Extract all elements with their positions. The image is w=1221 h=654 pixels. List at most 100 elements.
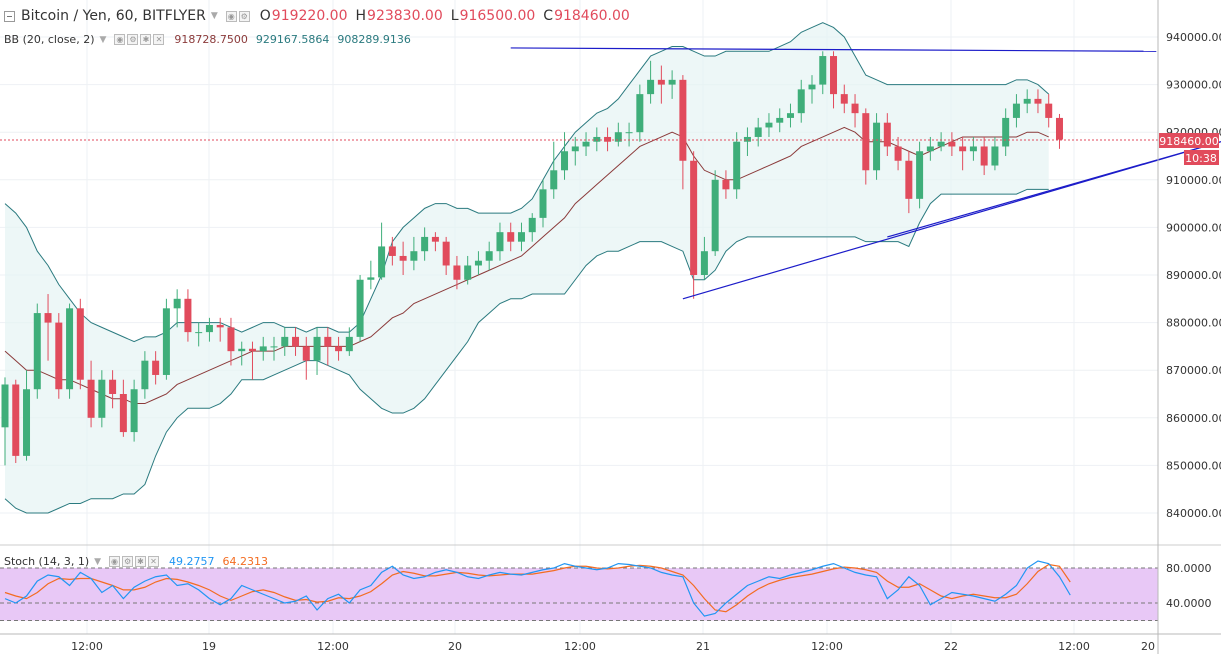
candle[interactable] <box>636 84 644 142</box>
candle[interactable] <box>808 75 816 104</box>
candle[interactable] <box>23 370 31 461</box>
candle[interactable] <box>119 379 127 437</box>
candle[interactable] <box>152 351 160 385</box>
chevron-down-icon[interactable]: ▼ <box>99 34 107 45</box>
eye-icon[interactable]: ◉ <box>114 34 126 45</box>
chevron-down-icon[interactable]: ▼ <box>94 556 102 567</box>
candle[interactable] <box>647 60 655 104</box>
candle[interactable] <box>292 327 300 356</box>
candle[interactable] <box>862 108 870 185</box>
candle[interactable] <box>873 113 881 180</box>
gear-icon[interactable]: ⚙ <box>238 10 250 22</box>
stochastic-pane[interactable] <box>0 560 1158 621</box>
candle[interactable] <box>421 227 429 261</box>
close-icon[interactable]: ✕ <box>153 34 165 45</box>
candle[interactable] <box>1023 89 1031 114</box>
candle[interactable] <box>399 241 407 275</box>
eye-icon[interactable]: ◉ <box>225 10 237 22</box>
candle[interactable] <box>98 370 106 428</box>
candle[interactable] <box>991 136 999 171</box>
candle[interactable] <box>162 298 170 380</box>
candle[interactable] <box>840 84 848 114</box>
candle[interactable] <box>259 336 267 361</box>
candle[interactable] <box>797 79 805 123</box>
candle[interactable] <box>33 303 41 399</box>
candle[interactable] <box>711 170 719 256</box>
collapse-icon[interactable] <box>4 10 15 22</box>
candle[interactable] <box>216 317 224 342</box>
time-axis[interactable]: 12:00 19 12:00 20 12:00 21 12:00 22 12:00 20 <box>71 640 1155 653</box>
bb-label[interactable]: BB (20, close, 2) <box>4 33 95 46</box>
candle[interactable] <box>830 51 838 109</box>
gear-icon[interactable]: ⚙ <box>127 34 139 45</box>
candle[interactable] <box>668 70 676 99</box>
gear-icon[interactable]: ⚙ <box>122 556 134 567</box>
candle[interactable] <box>625 122 633 147</box>
candle[interactable] <box>980 136 988 176</box>
candle[interactable] <box>184 289 192 342</box>
candle[interactable] <box>281 327 289 356</box>
price-axis[interactable]: 940000.00930000.00920000.00910000.009000… <box>1166 31 1221 520</box>
trend-line[interactable] <box>510 47 1157 52</box>
candle[interactable] <box>539 179 547 228</box>
candle[interactable] <box>733 132 741 199</box>
eye-icon[interactable]: ◉ <box>109 556 121 567</box>
candle[interactable] <box>173 289 181 328</box>
candle[interactable] <box>593 127 601 152</box>
candle[interactable] <box>582 132 590 156</box>
candle[interactable] <box>313 327 321 375</box>
candle[interactable] <box>130 379 138 442</box>
stoch-axis[interactable]: 80.0000 40.0000 <box>1166 562 1212 610</box>
candle[interactable] <box>464 255 472 285</box>
candle[interactable] <box>786 103 794 128</box>
candle[interactable] <box>1012 94 1020 128</box>
candle[interactable] <box>916 141 924 209</box>
candle[interactable] <box>66 303 74 399</box>
candle[interactable] <box>894 136 902 171</box>
candle[interactable] <box>453 255 461 290</box>
candle[interactable] <box>948 132 956 156</box>
candle[interactable] <box>517 222 525 252</box>
candle[interactable] <box>227 317 235 366</box>
candle[interactable] <box>1 377 9 466</box>
candle[interactable] <box>76 298 84 390</box>
candle[interactable] <box>335 336 343 361</box>
candle[interactable] <box>679 75 687 190</box>
candle[interactable] <box>205 317 213 342</box>
candle[interactable] <box>1002 108 1010 156</box>
trend-line[interactable] <box>887 141 1221 238</box>
candle[interactable] <box>528 213 536 242</box>
candle[interactable] <box>496 222 504 261</box>
candle[interactable] <box>765 113 773 137</box>
candle[interactable] <box>345 327 353 356</box>
candle[interactable] <box>87 360 95 428</box>
candlestick-series[interactable] <box>1 51 1063 466</box>
candle[interactable] <box>485 241 493 271</box>
settings-icon[interactable]: ✱ <box>135 556 147 567</box>
candle[interactable] <box>367 260 375 290</box>
candle[interactable] <box>238 341 246 366</box>
candle[interactable] <box>905 151 913 214</box>
candle[interactable] <box>614 122 622 147</box>
candle[interactable] <box>776 108 784 133</box>
candle[interactable] <box>1045 94 1053 128</box>
candle[interactable] <box>507 222 515 252</box>
stoch-label[interactable]: Stoch (14, 3, 1) <box>4 555 90 568</box>
candle[interactable] <box>969 136 977 161</box>
candle[interactable] <box>657 65 665 104</box>
candle[interactable] <box>937 132 945 152</box>
candle[interactable] <box>388 236 396 266</box>
candle[interactable] <box>1034 89 1042 114</box>
candle[interactable] <box>12 379 20 464</box>
candle[interactable] <box>550 141 558 199</box>
candle[interactable] <box>431 232 439 252</box>
candle[interactable] <box>410 236 418 271</box>
settings-icon[interactable]: ✱ <box>140 34 152 45</box>
candle[interactable] <box>302 336 310 380</box>
candle[interactable] <box>356 275 364 342</box>
candle[interactable] <box>378 222 386 280</box>
candle[interactable] <box>722 170 730 199</box>
candle[interactable] <box>141 351 149 399</box>
candle[interactable] <box>604 127 612 152</box>
